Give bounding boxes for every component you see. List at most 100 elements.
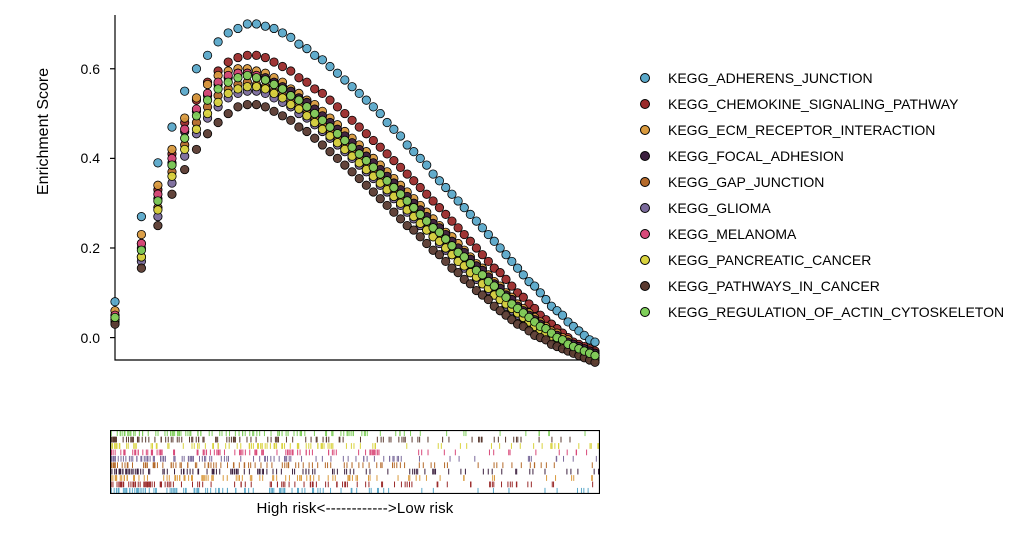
y-tick-label: 0.6 [50,61,100,77]
enrichment-point [203,51,211,59]
enrichment-point [490,237,498,245]
enrichment-point [252,82,260,90]
enrichment-point [224,58,232,66]
enrichment-point [252,74,260,82]
enrichment-point [484,230,492,238]
enrichment-point [435,228,443,236]
enrichment-point [341,136,349,144]
enrichment-point [435,251,443,259]
enrichment-point [214,118,222,126]
legend-label: KEGG_GAP_JUNCTION [668,174,824,190]
enrichment-point [423,239,431,247]
enrichment-point [478,251,486,259]
enrichment-point [362,96,370,104]
enrichment-point [311,85,319,93]
enrichment-point [376,170,384,178]
legend-label: KEGG_ADHERENS_JUNCTION [668,70,873,86]
enrichment-point [454,197,462,205]
legend-item: KEGG_FOCAL_ADHESION [640,143,1004,169]
enrichment-point [137,246,145,254]
legend-label: KEGG_CHEMOKINE_SIGNALING_PATHWAY [668,96,958,112]
enrichment-point [111,313,119,321]
enrichment-point [355,89,363,97]
enrichment-point [287,116,295,124]
enrichment-point [243,20,251,28]
enrichment-point [429,197,437,205]
enrichment-point [390,183,398,191]
enrichment-point [496,244,504,252]
enrichment-point [410,147,418,155]
rug-caption: High risk<------------>Low risk [110,500,600,517]
enrichment-point [348,143,356,151]
enrichment-point [180,165,188,173]
enrichment-point [333,103,341,111]
y-tick-label: 0.0 [50,330,100,346]
enrichment-point [180,87,188,95]
enrichment-point [466,210,474,218]
legend-marker-icon [640,203,650,213]
enrichment-point [168,123,176,131]
enrichment-point [390,125,398,133]
enrichment-point [448,190,456,198]
enrichment-point [261,53,269,61]
enrichment-point [180,114,188,122]
enrichment-point [192,65,200,73]
legend-item: KEGG_REGULATION_OF_ACTIN_CYTOSKELETON [640,299,1004,325]
enrichment-point [454,224,462,232]
enrichment-point [484,295,492,303]
enrichment-point [318,89,326,97]
enrichment-point [333,69,341,77]
y-tick-label: 0.2 [50,240,100,256]
enrichment-point [508,257,516,265]
rug-border [111,431,600,494]
enrichment-point [519,293,527,301]
enrichment-point [502,293,510,301]
enrichment-point [403,197,411,205]
enrichment-point [261,76,269,84]
enrichment-point [214,38,222,46]
legend-marker-icon [640,255,650,265]
enrichment-point [137,230,145,238]
enrichment-point [287,33,295,41]
enrichment-point [295,74,303,82]
enrichment-point [362,130,370,138]
enrichment-point [234,24,242,32]
enrichment-point [542,295,550,303]
enrichment-point [333,130,341,138]
enrichment-point [295,105,303,113]
legend-marker-icon [640,281,650,291]
enrichment-point [502,275,510,283]
legend-marker-icon [640,307,650,317]
enrichment-point [295,96,303,104]
enrichment-point [442,210,450,218]
enrichment-plot-svg [110,10,600,380]
enrichment-point [192,125,200,133]
enrichment-point [318,141,326,149]
enrichment-point [460,203,468,211]
enrichment-point [423,161,431,169]
enrichment-point [243,71,251,79]
enrichment-point [341,109,349,117]
enrichment-point [416,233,424,241]
enrichment-point [252,100,260,108]
enrichment-point [192,145,200,153]
legend-item: KEGG_ECM_RECEPTOR_INTERACTION [640,117,1004,143]
enrichment-point [303,103,311,111]
y-tick-label: 0.4 [50,150,100,166]
enrichment-point [341,76,349,84]
enrichment-point [355,150,363,158]
enrichment-point [303,44,311,52]
enrichment-point [180,134,188,142]
enrichment-point [270,107,278,115]
enrichment-point [192,94,200,102]
legend-marker-icon [640,125,650,135]
enrichment-point [472,217,480,225]
enrichment-point [416,183,424,191]
enrichment-point [214,98,222,106]
enrichment-point [278,62,286,70]
enrichment-point [326,96,334,104]
enrichment-point [519,271,527,279]
enrichment-point [466,280,474,288]
enrichment-point [261,85,269,93]
enrichment-point [416,154,424,162]
